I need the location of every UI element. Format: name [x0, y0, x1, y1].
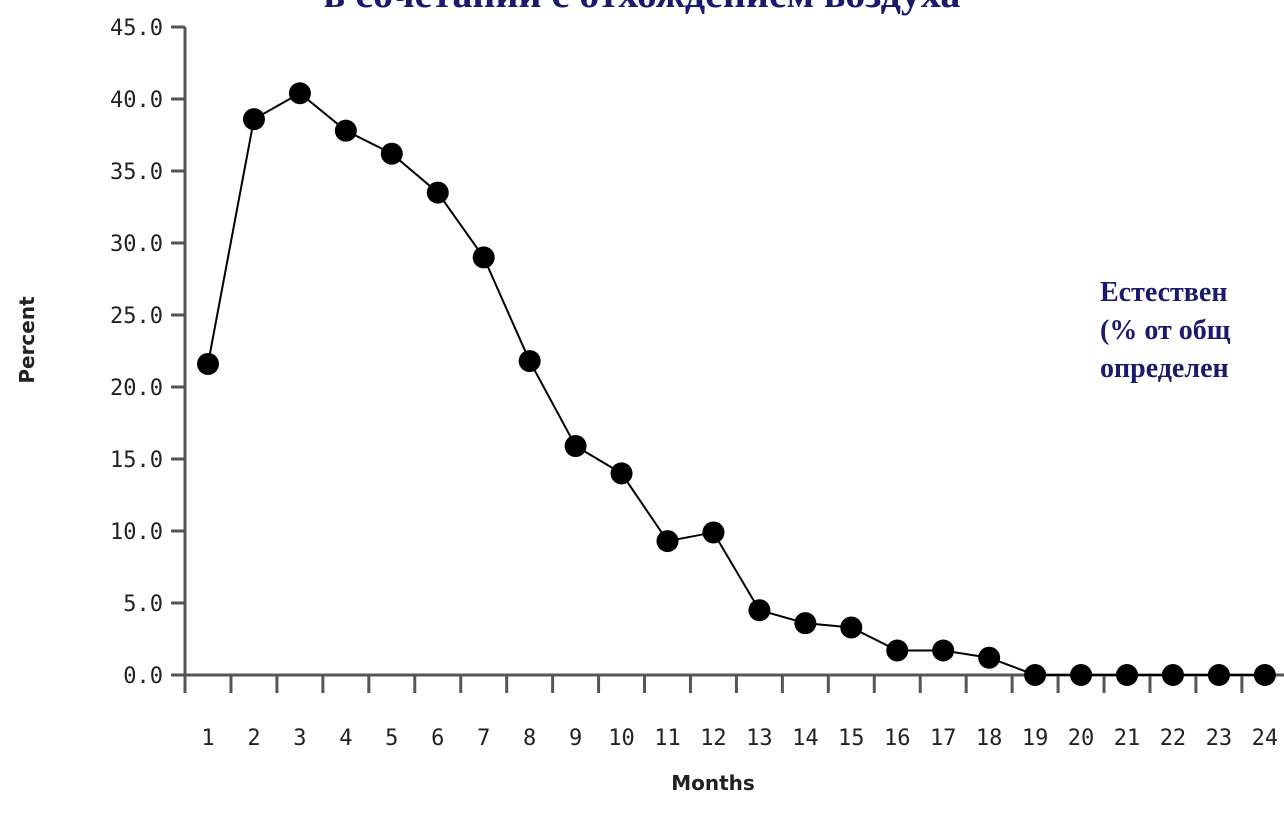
x-tick-label: 24: [1252, 726, 1279, 751]
data-point: [1253, 664, 1276, 686]
chart-title: в сочетании с отхождением воздуха: [0, 0, 1284, 14]
x-tick-label: 9: [569, 726, 582, 751]
x-tick-label: 15: [838, 726, 865, 751]
x-tick-label: 13: [746, 726, 773, 751]
x-tick-label: 12: [700, 726, 727, 751]
x-tick-label: 2: [247, 726, 260, 751]
y-axis-title: Percent: [15, 296, 39, 384]
y-tick-label: 0.0: [123, 664, 163, 689]
x-tick-label: 20: [1068, 726, 1095, 751]
data-point: [932, 639, 955, 662]
data-point: [564, 435, 587, 458]
data-point: [426, 181, 449, 204]
data-point: [1024, 664, 1047, 686]
y-tick-label: 5.0: [123, 592, 163, 617]
x-axis-title: Months: [671, 771, 755, 795]
x-tick-label: 19: [1022, 726, 1049, 751]
y-tick-label: 10.0: [110, 520, 163, 545]
x-tick-label: 14: [792, 726, 819, 751]
data-point: [886, 639, 909, 662]
x-tick-label: 22: [1160, 726, 1187, 751]
x-tick-label: 1: [201, 726, 214, 751]
x-axis-ticks: 1 2 3 4 5 6 7 8 9 10 11 12 13 14 15 16 17 18 19 20 21 22 23 24: [201, 675, 1279, 751]
data-point: [1207, 664, 1230, 686]
data-point: [702, 521, 725, 544]
data-point: [978, 646, 1001, 669]
x-tick-label: 8: [523, 726, 536, 751]
data-point: [472, 246, 495, 269]
x-tick-label: 21: [1114, 726, 1141, 751]
data-point: [794, 612, 817, 635]
y-tick-label: 25.0: [110, 304, 163, 329]
annotation-line-1: Естествен: [1100, 277, 1228, 308]
data-point: [656, 530, 679, 553]
y-tick-label: 40.0: [110, 88, 163, 113]
y-tick-label: 15.0: [110, 448, 163, 473]
data-point: [288, 82, 311, 105]
data-point: [334, 119, 357, 142]
data-point: [197, 352, 219, 375]
data-point: [1070, 664, 1093, 686]
data-point: [610, 462, 633, 485]
x-tick-label: 5: [385, 726, 398, 751]
x-tick-label: 6: [431, 726, 444, 751]
x-tick-label: 18: [976, 726, 1003, 751]
data-point: [1116, 664, 1138, 686]
x-tick-label: 4: [339, 726, 352, 751]
x-tick-label: 17: [930, 726, 957, 751]
annotation-line-3: определен: [1100, 353, 1229, 384]
x-tick-label: 10: [608, 726, 635, 751]
x-tick-label: 11: [654, 726, 681, 751]
data-point: [380, 142, 403, 165]
x-tick-label: 23: [1206, 726, 1233, 751]
data-point: [518, 350, 541, 373]
data-point: [840, 616, 863, 639]
y-axis-ticks: 0.0 5.0 10.0 15.0 20.0 25.0 30.0 35.0 40.0 45.0: [110, 16, 185, 689]
data-point: [242, 108, 265, 131]
data-point: [748, 599, 771, 622]
annotation-line-2: (% от общ: [1100, 315, 1231, 346]
data-points: [197, 82, 1276, 686]
y-tick-label: 35.0: [110, 160, 163, 185]
annotation-text: Естествен (% от общ определен: [1100, 274, 1230, 388]
x-tick-label: 7: [477, 726, 490, 751]
data-point: [1161, 664, 1184, 686]
y-tick-label: 30.0: [110, 232, 163, 257]
x-tick-label: 16: [884, 726, 911, 751]
x-tick-label: 3: [293, 726, 306, 751]
y-tick-label: 20.0: [110, 376, 163, 401]
y-tick-label: 45.0: [110, 16, 163, 41]
